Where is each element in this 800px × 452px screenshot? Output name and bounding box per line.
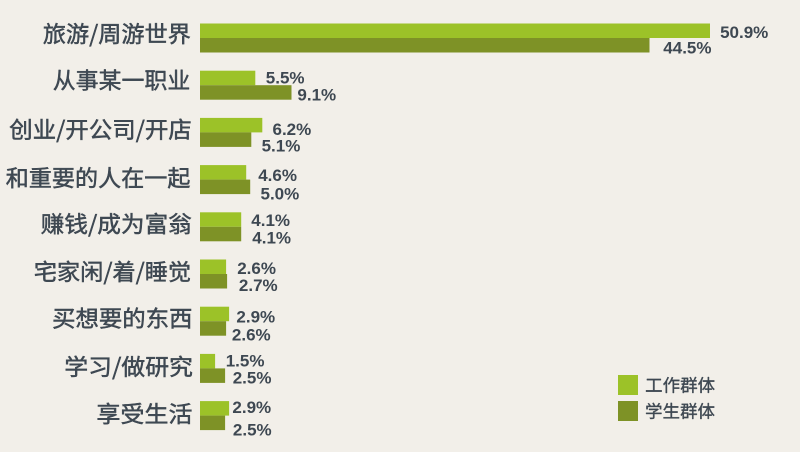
svg-text:4.6%: 4.6%: [258, 166, 297, 185]
svg-text:2.5%: 2.5%: [233, 421, 272, 440]
svg-text:2.6%: 2.6%: [237, 259, 276, 278]
svg-text:44.5%: 44.5%: [663, 39, 711, 58]
svg-text:2.5%: 2.5%: [233, 368, 272, 387]
svg-text:5.5%: 5.5%: [266, 68, 305, 87]
svg-text:1.5%: 1.5%: [226, 351, 265, 370]
svg-text:5.1%: 5.1%: [262, 137, 301, 156]
svg-text:2.9%: 2.9%: [232, 398, 271, 417]
svg-text:50.9%: 50.9%: [720, 23, 768, 42]
svg-text:9.1%: 9.1%: [297, 86, 336, 105]
svg-text:2.7%: 2.7%: [239, 276, 278, 295]
svg-text:2.9%: 2.9%: [236, 308, 275, 327]
svg-text:4.1%: 4.1%: [252, 229, 291, 248]
svg-text:5.0%: 5.0%: [261, 184, 300, 203]
svg-text:6.2%: 6.2%: [273, 120, 312, 139]
svg-text:4.1%: 4.1%: [251, 211, 290, 230]
svg-text:2.6%: 2.6%: [232, 326, 271, 345]
